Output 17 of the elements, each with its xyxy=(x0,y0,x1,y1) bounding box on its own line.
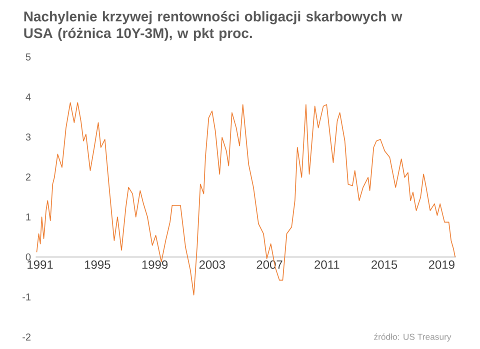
x-tick-label: 1995 xyxy=(84,260,110,269)
y-tick-label: 1 xyxy=(26,214,31,220)
chart-title: Nachylenie krzywej rentowności obligacji skarbowych w USA (różnica 10Y-3M), w pkt proc. xyxy=(24,11,402,41)
x-tick-label: 2015 xyxy=(372,260,398,269)
x-tick-label: 2019 xyxy=(428,260,454,269)
y-tick-label: 2 xyxy=(26,174,31,180)
y-tick-label: 3 xyxy=(26,133,31,141)
y-tick-label: 5 xyxy=(26,54,31,60)
y-tick-label: -1 xyxy=(22,294,31,300)
x-tick-label: 1999 xyxy=(142,260,168,269)
y-tick-label: -2 xyxy=(22,333,31,340)
x-tick-label: 2003 xyxy=(199,260,225,269)
x-tick-label: 1991 xyxy=(28,260,53,269)
y-tick-label: 0 xyxy=(26,253,31,261)
x-tick-label: 2011 xyxy=(314,260,340,269)
y-tick-label: 4 xyxy=(26,94,31,100)
annotation: źródło: US Treasury xyxy=(374,333,452,342)
